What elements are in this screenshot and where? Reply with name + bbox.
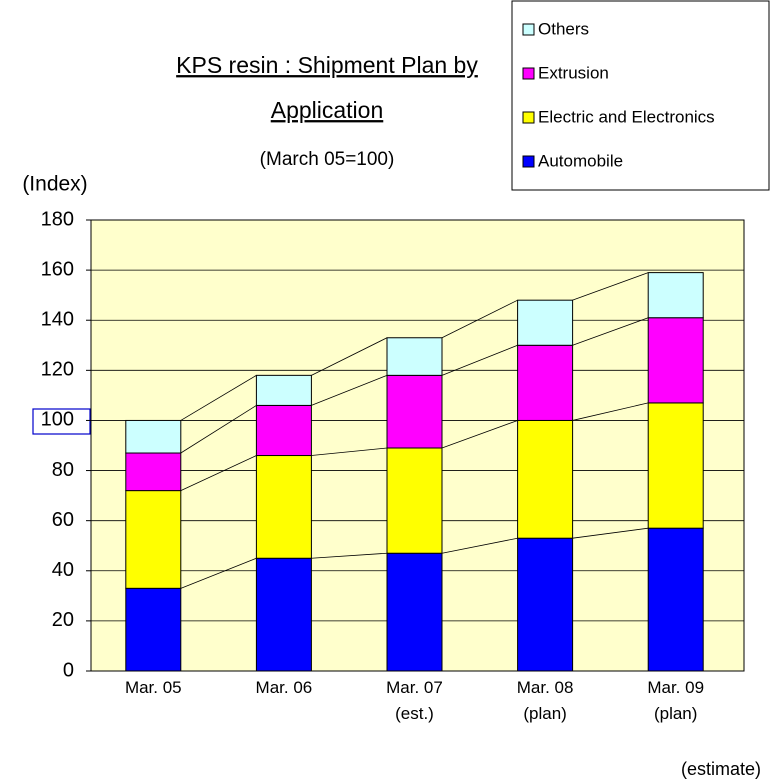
y-tick-label: 60 <box>52 509 74 531</box>
connector <box>572 527 649 539</box>
bar-segment <box>125 490 182 589</box>
legend-label: Extrusion <box>538 63 609 82</box>
legend-swatch <box>522 111 535 124</box>
connector <box>441 420 518 449</box>
bar-segment <box>255 455 312 559</box>
connector <box>311 447 388 456</box>
bar-segment <box>255 557 312 672</box>
bar-segment <box>517 344 574 421</box>
y-tick-label: 100 <box>41 409 74 431</box>
y-tick-label: 40 <box>52 559 74 581</box>
y-tick-label: 0 <box>63 659 74 681</box>
bar-segment <box>125 452 182 492</box>
bar-segment <box>517 299 574 346</box>
bar-segment <box>647 402 704 529</box>
bar-segment <box>386 337 443 376</box>
bar-segment <box>255 404 312 457</box>
legend-swatch <box>522 23 535 36</box>
connector <box>441 299 518 339</box>
connector <box>180 557 257 589</box>
bar-segment <box>386 552 443 672</box>
bar-segment <box>647 317 704 404</box>
connector <box>572 317 649 346</box>
bar-segment <box>647 272 704 319</box>
bar-segment <box>647 527 704 672</box>
highlight-box <box>32 408 91 435</box>
y-axis-label: (Index) <box>22 173 87 196</box>
connector <box>311 552 388 559</box>
connector <box>441 537 518 554</box>
chart-subtitle: (March 05=100) <box>260 149 395 170</box>
x-tick-label: Mar. 09 (plan) <box>647 678 704 723</box>
y-tick-label: 80 <box>52 459 74 481</box>
connector <box>441 344 518 376</box>
legend-swatch <box>522 67 535 80</box>
bar-segment <box>517 537 574 672</box>
chart-title: KPS resin : Shipment Plan by <box>176 52 478 78</box>
connector <box>311 374 388 406</box>
connector <box>180 375 257 421</box>
legend-box <box>511 0 770 191</box>
y-tick-label: 180 <box>41 208 74 230</box>
y-tick-label: 120 <box>41 359 74 381</box>
legend-swatch <box>522 155 535 168</box>
bar-segment <box>386 374 443 449</box>
bar-segment <box>125 419 182 454</box>
bar-segment <box>125 587 182 672</box>
note: (estimate) <box>681 759 761 779</box>
x-tick-label: Mar. 05 <box>125 678 182 697</box>
y-tick-label: 140 <box>41 309 74 331</box>
legend-label: Automobile <box>538 151 623 170</box>
bar-segment <box>386 447 443 554</box>
connector <box>311 337 388 376</box>
y-tick-label: 20 <box>52 609 74 631</box>
y-tick-label: 160 <box>41 258 74 280</box>
chart-title: Application <box>271 97 384 123</box>
bar-segment <box>517 419 574 539</box>
connector <box>180 455 257 491</box>
x-tick-label: Mar. 06 <box>256 678 313 697</box>
legend-label: Others <box>538 19 589 38</box>
x-tick-label: Mar. 08 (plan) <box>517 678 574 723</box>
connector <box>180 405 257 454</box>
legend-label: Electric and Electronics <box>538 107 715 126</box>
connector <box>572 272 649 301</box>
x-tick-label: Mar. 07 (est.) <box>386 678 443 723</box>
bar-segment <box>255 374 312 406</box>
connector <box>572 402 649 421</box>
